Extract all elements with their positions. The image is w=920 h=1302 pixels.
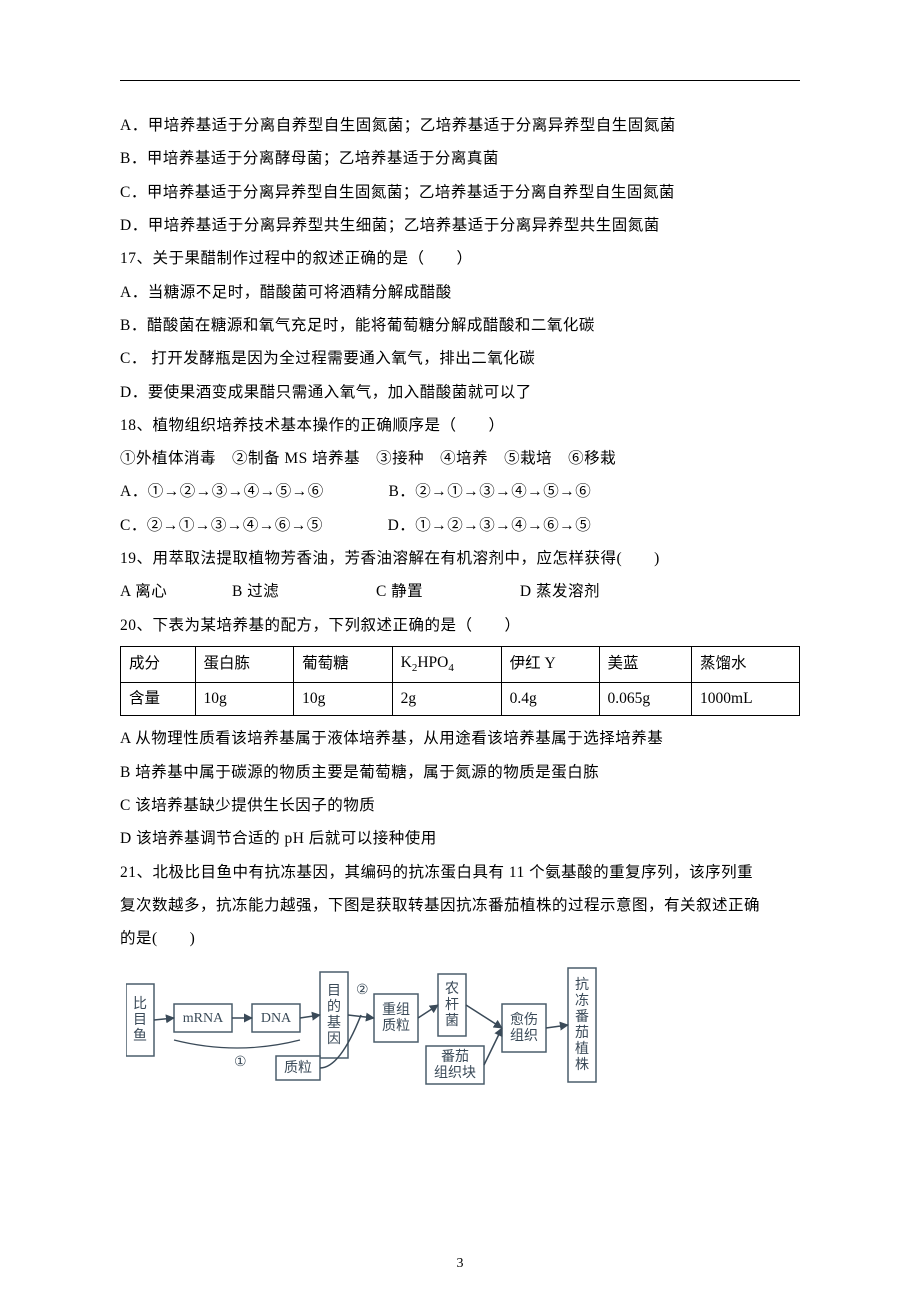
td-5: 0.065g bbox=[599, 682, 692, 716]
q18-opt-a: A．①→②→③→④→⑤→⑥ bbox=[120, 483, 324, 500]
q20-opt-c: C 该培养基缺少提供生长因子的物质 bbox=[120, 789, 800, 822]
svg-text:冻: 冻 bbox=[575, 992, 589, 1009]
th-1: 蛋白胨 bbox=[195, 647, 294, 683]
svg-text:株: 株 bbox=[575, 1057, 589, 1073]
question-21-l2: 复次数越多，抗冻能力越强，下图是获取转基因抗冻番茄植株的过程示意图，有关叙述正确 bbox=[120, 889, 800, 922]
svg-text:mRNA: mRNA bbox=[183, 1011, 224, 1026]
td-1: 10g bbox=[195, 682, 294, 716]
q18-row2: C．②→①→③→④→⑥→⑤ D．①→②→③→④→⑥→⑤ bbox=[120, 509, 800, 542]
question-21-l3: 的是( ) bbox=[120, 922, 800, 955]
q18-opt-b: B．②→①→③→④→⑤→⑥ bbox=[388, 483, 591, 500]
q18-steps: ①外植体消毒 ②制备 MS 培养基 ③接种 ④培养 ⑤栽培 ⑥移栽 bbox=[120, 442, 800, 475]
question-21-l1: 21、北极比目鱼中有抗冻基因，其编码的抗冻蛋白具有 11 个氨基酸的重复序列，该… bbox=[120, 856, 800, 889]
th-2: 葡萄糖 bbox=[294, 647, 393, 683]
svg-text:质粒: 质粒 bbox=[382, 1018, 410, 1034]
th-5: 美蓝 bbox=[599, 647, 692, 683]
option-b-16: B．甲培养基适于分离酵母菌；乙培养基适于分离真菌 bbox=[120, 142, 800, 175]
question-17: 17、关于果醋制作过程中的叙述正确的是（ ） bbox=[120, 242, 800, 275]
svg-text:重组: 重组 bbox=[382, 1002, 410, 1018]
q17-opt-c: C． 打开发酵瓶是因为全过程需要通入氧气，排出二氧化碳 bbox=[120, 342, 800, 375]
td-3: 2g bbox=[392, 682, 501, 716]
svg-text:基: 基 bbox=[327, 1014, 341, 1031]
svg-text:DNA: DNA bbox=[261, 1011, 292, 1026]
th-4: 伊红 Y bbox=[501, 647, 599, 683]
top-rule bbox=[120, 80, 800, 81]
question-20: 20、下表为某培养基的配方，下列叙述正确的是（ ） bbox=[120, 609, 800, 642]
svg-text:目: 目 bbox=[327, 984, 341, 999]
flowchart-diagram: 比目鱼mRNADNA目的基因质粒重组质粒农杆菌番茄组织块愈伤组织抗冻番茄植株①② bbox=[126, 964, 800, 1097]
table-row: 含量 10g 10g 2g 0.4g 0.065g 1000mL bbox=[121, 682, 800, 716]
q18-row1: A．①→②→③→④→⑤→⑥ B．②→①→③→④→⑤→⑥ bbox=[120, 475, 800, 508]
td-6: 1000mL bbox=[692, 682, 800, 716]
svg-text:鱼: 鱼 bbox=[133, 1027, 147, 1044]
q20-opt-b: B 培养基中属于碳源的物质主要是葡萄糖，属于氮源的物质是蛋白胨 bbox=[120, 756, 800, 789]
option-a-16: A．甲培养基适于分离自养型自生固氮菌；乙培养基适于分离异养型自生固氮菌 bbox=[120, 109, 800, 142]
svg-text:农: 农 bbox=[445, 981, 459, 997]
q19-opt-d: D 蒸发溶剂 bbox=[520, 583, 600, 600]
svg-text:抗: 抗 bbox=[575, 977, 589, 993]
svg-text:目: 目 bbox=[133, 1013, 147, 1028]
svg-text:菌: 菌 bbox=[445, 1013, 459, 1029]
page-number: 3 bbox=[0, 1256, 920, 1272]
q17-opt-a: A．当糖源不足时，醋酸菌可将酒精分解成醋酸 bbox=[120, 276, 800, 309]
option-c-16: C．甲培养基适于分离异养型自生固氮菌；乙培养基适于分离自养型自生固氮菌 bbox=[120, 176, 800, 209]
question-18: 18、植物组织培养技术基本操作的正确顺序是（ ） bbox=[120, 409, 800, 442]
svg-text:②: ② bbox=[356, 983, 369, 998]
svg-text:组织: 组织 bbox=[510, 1028, 538, 1044]
table-row: 成分 蛋白胨 葡萄糖 K2HPO4 伊红 Y 美蓝 蒸馏水 bbox=[121, 647, 800, 683]
option-d-16: D．甲培养基适于分离异养型共生细菌；乙培养基适于分离异养型共生固氮菌 bbox=[120, 209, 800, 242]
svg-text:番: 番 bbox=[575, 1009, 589, 1025]
svg-text:的: 的 bbox=[327, 999, 341, 1015]
q19-opt-a: A 离心 bbox=[120, 583, 167, 600]
svg-text:质粒: 质粒 bbox=[284, 1060, 312, 1076]
td-0: 含量 bbox=[121, 682, 196, 716]
svg-text:杆: 杆 bbox=[445, 997, 459, 1013]
medium-table: 成分 蛋白胨 葡萄糖 K2HPO4 伊红 Y 美蓝 蒸馏水 含量 10g 10g… bbox=[120, 646, 800, 716]
svg-text:愈伤: 愈伤 bbox=[510, 1012, 538, 1028]
q17-opt-b: B．醋酸菌在糖源和氧气充足时，能将葡萄糖分解成醋酸和二氧化碳 bbox=[120, 309, 800, 342]
svg-text:植: 植 bbox=[575, 1041, 589, 1057]
svg-text:茄: 茄 bbox=[575, 1024, 589, 1041]
svg-text:比: 比 bbox=[133, 996, 147, 1012]
q18-opt-c: C．②→①→③→④→⑥→⑤ bbox=[120, 517, 323, 534]
q20-opt-a: A 从物理性质看该培养基属于液体培养基，从用途看该培养基属于选择培养基 bbox=[120, 722, 800, 755]
q17-opt-d: D．要使果酒变成果醋只需通入氧气，加入醋酸菌就可以了 bbox=[120, 376, 800, 409]
q19-opt-b: B 过滤 bbox=[232, 583, 279, 600]
q19-opt-c: C 静置 bbox=[376, 583, 423, 600]
q19-opts: A 离心 B 过滤 C 静置 D 蒸发溶剂 bbox=[120, 575, 800, 608]
svg-text:番茄: 番茄 bbox=[441, 1048, 469, 1065]
svg-text:组织块: 组织块 bbox=[434, 1065, 476, 1081]
th-6: 蒸馏水 bbox=[692, 647, 800, 683]
th-0: 成分 bbox=[121, 647, 196, 683]
td-2: 10g bbox=[294, 682, 393, 716]
q18-opt-d: D．①→②→③→④→⑥→⑤ bbox=[388, 517, 592, 534]
svg-text:①: ① bbox=[234, 1055, 247, 1070]
td-4: 0.4g bbox=[501, 682, 599, 716]
q20-opt-d: D 该培养基调节合适的 pH 后就可以接种使用 bbox=[120, 822, 800, 855]
th-3: K2HPO4 bbox=[392, 647, 501, 683]
question-19: 19、用萃取法提取植物芳香油，芳香油溶解在有机溶剂中，应怎样获得( ) bbox=[120, 542, 800, 575]
svg-text:因: 因 bbox=[327, 1032, 341, 1047]
